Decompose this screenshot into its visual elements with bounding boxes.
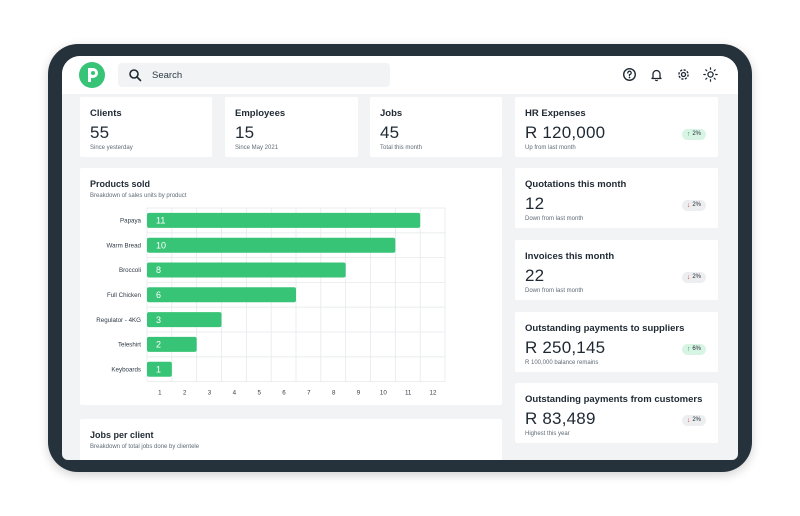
clients-label: Clients — [90, 108, 122, 119]
hr-expenses-sub: Up from last month — [525, 145, 576, 151]
x-tick-label: 6 — [282, 390, 286, 397]
quotations-value: 12 — [525, 194, 545, 213]
x-tick-label: 11 — [405, 390, 412, 397]
jobs-card[interactable]: Jobs 45 Total this month — [370, 97, 502, 157]
category-label: Papaya — [120, 218, 142, 225]
customers-sub: Highest this year — [525, 431, 570, 437]
search-input[interactable]: Search — [152, 69, 183, 81]
customers-label: Outstanding payments from customers — [525, 394, 703, 405]
suppliers-badge: ↑ 6% — [681, 344, 706, 355]
bar[interactable] — [147, 237, 396, 253]
suppliers-label: Outstanding payments to suppliers — [525, 323, 685, 334]
invoices-card[interactable]: Invoices this month 22 Down from last mo… — [515, 240, 718, 300]
app-logo[interactable] — [79, 62, 105, 88]
x-tick-label: 10 — [380, 390, 387, 397]
quotations-badge-value: 2% — [692, 202, 701, 208]
bar[interactable] — [147, 312, 222, 328]
bar-value-label: 11 — [156, 216, 165, 226]
search-icon — [128, 68, 142, 82]
bar[interactable] — [147, 287, 296, 303]
bar-value-label: 3 — [156, 315, 161, 325]
quotations-label: Quotations this month — [525, 179, 627, 190]
invoices-badge: ↓ 2% — [681, 272, 706, 283]
jobs-per-client-title: Jobs per client — [90, 430, 154, 440]
suppliers-value: R 250,145 — [525, 338, 606, 357]
category-label: Broccoli — [119, 267, 141, 274]
bar[interactable] — [147, 336, 197, 352]
employees-value: 15 — [235, 123, 255, 142]
invoices-sub: Down from last month — [525, 288, 584, 294]
x-tick-label: 1 — [158, 390, 162, 397]
customers-badge-value: 2% — [692, 417, 701, 423]
x-tick-label: 12 — [430, 390, 437, 397]
chart-title: Products sold — [90, 179, 151, 189]
bell-icon[interactable] — [649, 67, 664, 82]
jobs-sub: Total this month — [380, 145, 423, 151]
bar[interactable] — [147, 262, 346, 278]
bar-value-label: 6 — [156, 290, 161, 300]
category-label: Teleshirt — [118, 342, 141, 349]
jobs-label: Jobs — [380, 108, 403, 119]
suppliers-badge-value: 6% — [692, 346, 701, 352]
chart-subtitle: Breakdown of sales units by product — [90, 193, 187, 199]
arrow-down-icon: ↓ — [686, 274, 691, 281]
x-tick-label: 7 — [307, 390, 311, 397]
employees-label: Employees — [235, 108, 286, 119]
x-tick-label: 5 — [257, 390, 261, 397]
bar-value-label: 8 — [156, 265, 161, 275]
bar[interactable] — [147, 361, 172, 377]
jobs-value: 45 — [380, 123, 400, 142]
app-screen: Search Clients 55 Since yesterday Employ… — [62, 56, 738, 460]
invoices-label: Invoices this month — [525, 251, 615, 262]
top-bar: Search — [62, 56, 738, 94]
category-label: Regulator - 4KG — [96, 317, 141, 324]
bar-value-label: 1 — [156, 364, 161, 374]
customers-card[interactable]: Outstanding payments from customers R 83… — [515, 383, 718, 443]
invoices-value: 22 — [525, 266, 545, 285]
bar-value-label: 2 — [156, 340, 161, 350]
bar-value-label: 10 — [156, 240, 166, 250]
hr-expenses-badge: ↑ 2% — [681, 129, 706, 140]
arrow-down-icon: ↓ — [686, 202, 691, 209]
x-tick-label: 8 — [332, 390, 336, 397]
category-label: Full Chicken — [107, 292, 142, 299]
jobs-per-client-card: Jobs per client Breakdown of total jobs … — [80, 419, 502, 460]
quotations-sub: Down from last month — [525, 216, 584, 222]
customers-value: R 83,489 — [525, 409, 596, 428]
logo-icon — [88, 68, 98, 82]
clients-card[interactable]: Clients 55 Since yesterday — [80, 97, 212, 157]
arrow-up-icon: ↑ — [686, 346, 691, 353]
category-label: Warm Bread — [107, 242, 142, 249]
x-tick-label: 3 — [208, 390, 212, 397]
suppliers-sub: R 100,000 balance remains — [525, 360, 599, 366]
products-sold-card: Products sold Breakdown of sales units b… — [80, 168, 502, 405]
clients-value: 55 — [90, 123, 110, 142]
hr-expenses-card[interactable]: HR Expenses R 120,000 Up from last month… — [515, 97, 718, 157]
arrow-down-icon: ↓ — [686, 417, 691, 424]
customers-badge: ↓ 2% — [681, 415, 706, 426]
gear-icon[interactable] — [676, 67, 691, 82]
invoices-badge-value: 2% — [692, 274, 701, 280]
x-tick-label: 9 — [357, 390, 361, 397]
hr-expenses-value: R 120,000 — [525, 123, 606, 142]
bar[interactable] — [147, 212, 421, 228]
employees-sub: Since May 2021 — [235, 145, 279, 151]
quotations-card[interactable]: Quotations this month 12 Down from last … — [515, 168, 718, 228]
category-label: Keyboards — [111, 366, 141, 373]
quotations-badge: ↓ 2% — [681, 200, 706, 211]
clients-sub: Since yesterday — [90, 145, 133, 151]
sun-icon[interactable] — [703, 67, 718, 82]
top-actions — [622, 67, 718, 82]
jobs-per-client-subtitle: Breakdown of total jobs done by clientel… — [90, 444, 200, 450]
search-bar[interactable]: Search — [118, 63, 390, 87]
suppliers-card[interactable]: Outstanding payments to suppliers R 250,… — [515, 312, 718, 372]
x-tick-label: 2 — [183, 390, 187, 397]
hr-expenses-label: HR Expenses — [525, 108, 586, 119]
arrow-up-icon: ↑ — [686, 131, 691, 138]
hr-expenses-badge-value: 2% — [692, 131, 701, 137]
help-icon[interactable] — [622, 67, 637, 82]
employees-card[interactable]: Employees 15 Since May 2021 — [225, 97, 358, 157]
x-tick-label: 4 — [233, 390, 237, 397]
